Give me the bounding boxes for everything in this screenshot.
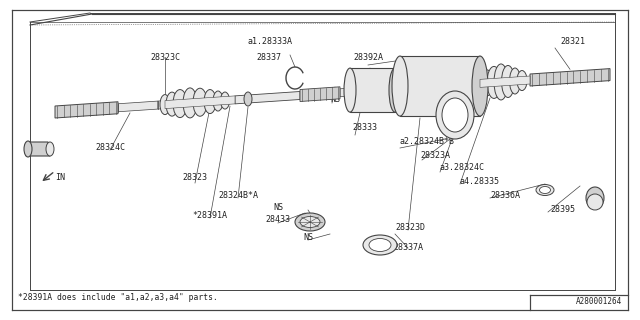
Polygon shape [118, 101, 158, 112]
Ellipse shape [24, 141, 32, 157]
Ellipse shape [160, 95, 170, 115]
Text: 28323A: 28323A [420, 150, 450, 159]
Text: a4.28335: a4.28335 [460, 177, 500, 186]
Ellipse shape [244, 92, 252, 106]
Ellipse shape [213, 91, 223, 111]
Ellipse shape [363, 235, 397, 255]
Ellipse shape [166, 92, 178, 116]
Ellipse shape [392, 56, 408, 116]
Polygon shape [158, 100, 165, 109]
Polygon shape [340, 85, 390, 97]
Text: 28392A: 28392A [353, 52, 383, 61]
Ellipse shape [509, 68, 520, 94]
Polygon shape [480, 76, 530, 87]
Ellipse shape [517, 70, 527, 91]
Ellipse shape [487, 67, 501, 99]
Ellipse shape [295, 213, 325, 231]
Ellipse shape [481, 70, 493, 96]
Polygon shape [350, 68, 395, 112]
Ellipse shape [173, 90, 187, 117]
Text: IN: IN [55, 173, 65, 182]
Text: 28323C: 28323C [150, 52, 180, 61]
Polygon shape [26, 142, 50, 156]
Polygon shape [235, 92, 300, 104]
Ellipse shape [389, 68, 401, 112]
Text: 28337A: 28337A [393, 244, 423, 252]
Text: A280001264: A280001264 [576, 298, 622, 307]
Ellipse shape [221, 92, 230, 109]
Ellipse shape [46, 142, 54, 156]
Text: *28391A does include "a1,a2,a3,a4" parts.: *28391A does include "a1,a2,a3,a4" parts… [18, 293, 218, 302]
Text: 28395: 28395 [550, 205, 575, 214]
Text: *28391A: *28391A [193, 211, 227, 220]
Ellipse shape [494, 64, 508, 100]
Text: 28321: 28321 [560, 37, 585, 46]
Ellipse shape [472, 56, 488, 116]
Polygon shape [300, 87, 340, 101]
Ellipse shape [204, 90, 216, 114]
Text: 28336A: 28336A [490, 190, 520, 199]
Ellipse shape [586, 187, 604, 209]
Text: NS: NS [303, 234, 313, 243]
Ellipse shape [540, 187, 550, 194]
Text: 28323: 28323 [182, 173, 207, 182]
Ellipse shape [193, 88, 207, 116]
Text: NS: NS [273, 204, 283, 212]
Ellipse shape [475, 73, 485, 93]
Text: NS: NS [330, 95, 340, 105]
Text: a1.28333A: a1.28333A [248, 37, 293, 46]
Polygon shape [530, 68, 610, 86]
Text: 28324B*A: 28324B*A [218, 190, 258, 199]
Text: 28433: 28433 [266, 215, 291, 225]
Text: 28333: 28333 [352, 124, 377, 132]
Text: 28323D: 28323D [395, 223, 425, 233]
Text: a3.28324C: a3.28324C [440, 164, 485, 172]
Ellipse shape [536, 185, 554, 196]
Polygon shape [12, 10, 628, 310]
Polygon shape [400, 56, 480, 116]
Text: 28395: 28395 [26, 143, 51, 153]
Ellipse shape [436, 91, 474, 139]
Ellipse shape [442, 98, 468, 132]
Ellipse shape [502, 66, 515, 98]
Ellipse shape [183, 88, 197, 118]
Ellipse shape [369, 238, 391, 252]
Ellipse shape [300, 217, 320, 228]
Ellipse shape [587, 194, 603, 210]
Text: 28324C: 28324C [95, 143, 125, 153]
Polygon shape [55, 102, 118, 118]
Polygon shape [165, 96, 235, 108]
Text: 28337: 28337 [256, 52, 281, 61]
Text: a2.28324B*B: a2.28324B*B [400, 138, 455, 147]
Ellipse shape [344, 68, 356, 112]
